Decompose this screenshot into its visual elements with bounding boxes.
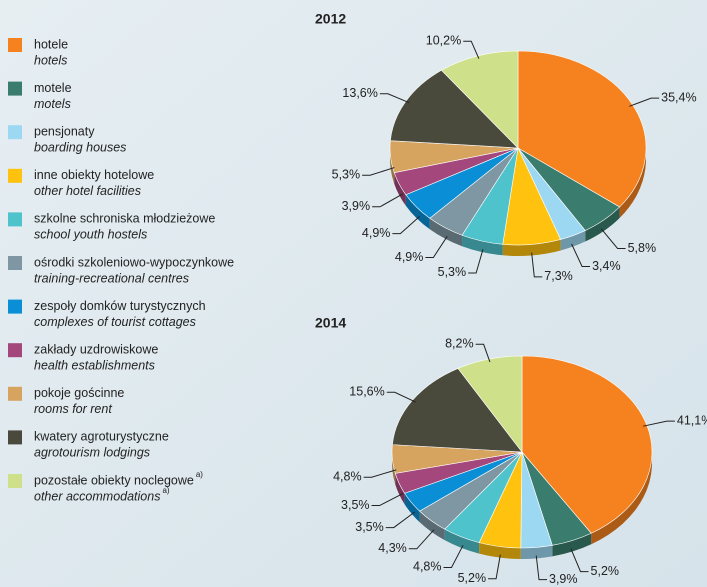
chart-title: 2012 [315, 11, 346, 27]
legend-swatch [8, 38, 22, 52]
value-label: 3,9% [342, 199, 371, 213]
value-label: 3,5% [355, 520, 384, 534]
legend-label: inne obiekty hotelowe [34, 168, 154, 182]
legend-note: a) [196, 470, 203, 479]
leader-line [408, 529, 435, 550]
value-label: 5,3% [332, 168, 361, 182]
leader-line [463, 40, 480, 59]
leader-line [386, 391, 416, 403]
legend-label: zakłady uzdrowiskowe [34, 342, 158, 356]
value-label: 41,1% [677, 413, 707, 427]
legend-swatch [8, 168, 22, 183]
legend-label: pozostałe obiekty noclegowe [34, 473, 194, 487]
legend-swatch [8, 125, 22, 140]
slice-side [462, 235, 503, 256]
leader-line [488, 554, 501, 580]
value-label: 4,3% [378, 541, 407, 555]
legend-swatch [8, 299, 22, 314]
leader-line [468, 249, 484, 274]
value-label: 4,9% [362, 226, 391, 240]
slice-side [552, 533, 592, 557]
value-label: 5,8% [628, 241, 657, 255]
value-label: 15,6% [349, 385, 384, 399]
legend-label-en: motels [34, 97, 71, 111]
legend-swatch [8, 474, 22, 488]
leader-line [372, 193, 403, 208]
slice-side [502, 239, 561, 257]
legend-label-en: other accommodations [34, 489, 160, 503]
leader-line [425, 236, 448, 258]
legend-label-en: boarding houses [34, 140, 126, 154]
legend-label: hotele [34, 37, 68, 51]
leader-line [362, 167, 395, 176]
value-label: 5,2% [458, 571, 487, 585]
leader-line [385, 511, 416, 529]
legend-label: ośrodki szkoleniowo-wypoczynkowe [34, 255, 234, 269]
legend-swatch [8, 212, 22, 227]
legend-label: zespoły domków turystycznych [34, 299, 206, 313]
legend-label: motele [34, 81, 72, 95]
leader-line [571, 243, 591, 268]
legend-label: szkolne schroniska młodzieżowe [34, 212, 215, 226]
value-label: 3,5% [341, 498, 370, 512]
slice-side [479, 542, 521, 559]
slice-side [444, 529, 480, 554]
legend-label-en: complexes of tourist cottages [34, 315, 196, 329]
slice-side [395, 473, 405, 505]
slice-side [392, 444, 396, 485]
value-label: 8,2% [445, 337, 474, 351]
leader-line [475, 343, 491, 363]
legend-label-en: rooms for rent [34, 402, 112, 416]
legend-swatch [8, 81, 22, 96]
slice-side [419, 511, 445, 541]
value-label: 5,3% [438, 265, 467, 279]
legend-label-en: hotels [34, 53, 67, 67]
leader-line [392, 216, 420, 235]
leader-line [643, 420, 675, 427]
legend-label-en: other hotel facilities [34, 184, 141, 198]
value-label: 4,8% [333, 470, 362, 484]
value-label: 3,9% [549, 572, 578, 586]
value-label: 3,4% [592, 259, 621, 273]
legend-label-en: training-recreational centres [34, 271, 189, 285]
slice-side [560, 230, 586, 251]
leader-line [443, 545, 464, 568]
slice-side [404, 493, 420, 523]
slice-side [520, 545, 553, 559]
legend-label: pokoje gościnne [34, 386, 124, 400]
leader-line [531, 252, 543, 278]
leader-line [600, 228, 626, 249]
value-label: 13,6% [342, 86, 377, 100]
legend-swatch [8, 430, 22, 445]
legend-label-en: agrotourism lodgings [34, 446, 150, 460]
legend-label-en: school youth hostels [34, 228, 147, 242]
slice-side [429, 218, 463, 247]
leader-line [379, 93, 410, 104]
legend-swatch [8, 256, 22, 270]
slice-side [394, 172, 406, 206]
slice-side [390, 140, 395, 184]
leader-line [363, 469, 397, 478]
chart-title: 2014 [315, 315, 346, 331]
leader-line [570, 548, 589, 573]
value-label: 35,4% [661, 90, 696, 104]
value-label: 10,2% [426, 34, 461, 48]
legend-swatch [8, 343, 22, 358]
legend-swatch [8, 386, 22, 401]
value-label: 5,2% [591, 564, 620, 578]
legend-note: a) [162, 486, 169, 495]
leader-line [371, 493, 404, 507]
legend-label: kwatery agroturystyczne [34, 430, 169, 444]
leader-line [535, 555, 548, 581]
leader-line [629, 97, 660, 107]
slice-side [585, 206, 620, 242]
legend-label-en: health establishments [34, 358, 155, 372]
value-label: 4,9% [395, 250, 424, 264]
legend-label: pensjonaty [34, 124, 95, 138]
value-label: 7,3% [544, 269, 573, 283]
slice-side [405, 194, 430, 230]
value-label: 4,8% [413, 560, 442, 574]
